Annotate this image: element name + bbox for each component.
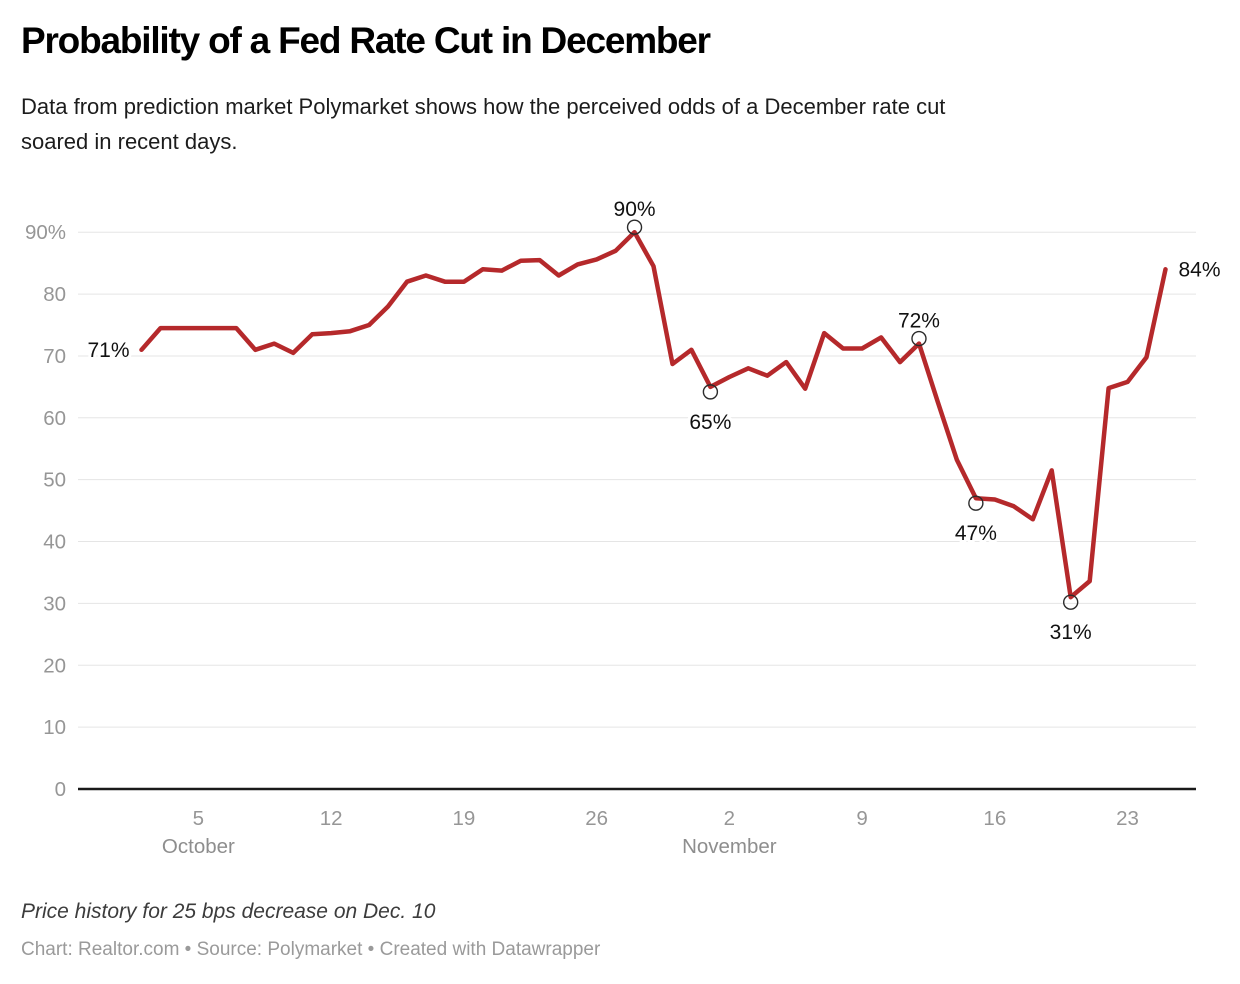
x-tick-label: 12 <box>320 807 343 830</box>
annotation-marker <box>911 330 927 347</box>
annotation-label: 90% <box>614 198 656 221</box>
annotation-label: 72% <box>898 310 940 333</box>
x-tick-label: 26 <box>585 807 608 830</box>
y-tick-label: 90% <box>25 221 66 244</box>
annotation-label: 47% <box>955 522 997 545</box>
y-tick-label: 60 <box>43 407 66 430</box>
y-tick-label: 20 <box>43 654 66 677</box>
x-tick-label: 9 <box>856 807 867 830</box>
annotation-marker <box>1062 594 1079 610</box>
annotation-marker <box>968 495 984 511</box>
month-label: October <box>162 835 235 858</box>
annotation-label: 31% <box>1050 621 1092 644</box>
y-tick-label: 50 <box>43 469 66 492</box>
annotation-label: 84% <box>1179 258 1221 281</box>
y-tick-label: 10 <box>43 716 66 739</box>
x-tick-label: 19 <box>452 807 475 830</box>
chart-attribution: Chart: Realtor.com • Source: Polymarket … <box>21 939 601 960</box>
probability-line <box>139 229 1168 600</box>
x-tick-label: 23 <box>1116 807 1139 830</box>
chart-title: Probability of a Fed Rate Cut in Decembe… <box>21 20 711 61</box>
y-tick-label: 30 <box>43 592 66 615</box>
y-tick-label: 70 <box>43 345 66 368</box>
x-tick-label: 2 <box>724 807 735 830</box>
chart-note: Price history for 25 bps decrease on Dec… <box>21 900 436 923</box>
x-tick-label: 5 <box>193 807 204 830</box>
y-tick-label: 80 <box>43 283 66 306</box>
x-tick-label: 16 <box>983 807 1006 830</box>
annotation-marker <box>702 384 719 400</box>
annotation-label: 71% <box>87 339 129 362</box>
annotation-marker <box>626 219 643 235</box>
month-label: November <box>682 835 777 858</box>
annotation-label: 65% <box>689 411 731 434</box>
chart-subtitle: Data from prediction market Polymarket s… <box>21 94 946 154</box>
y-tick-label: 40 <box>43 531 66 554</box>
y-tick-label: 0 <box>55 778 66 801</box>
